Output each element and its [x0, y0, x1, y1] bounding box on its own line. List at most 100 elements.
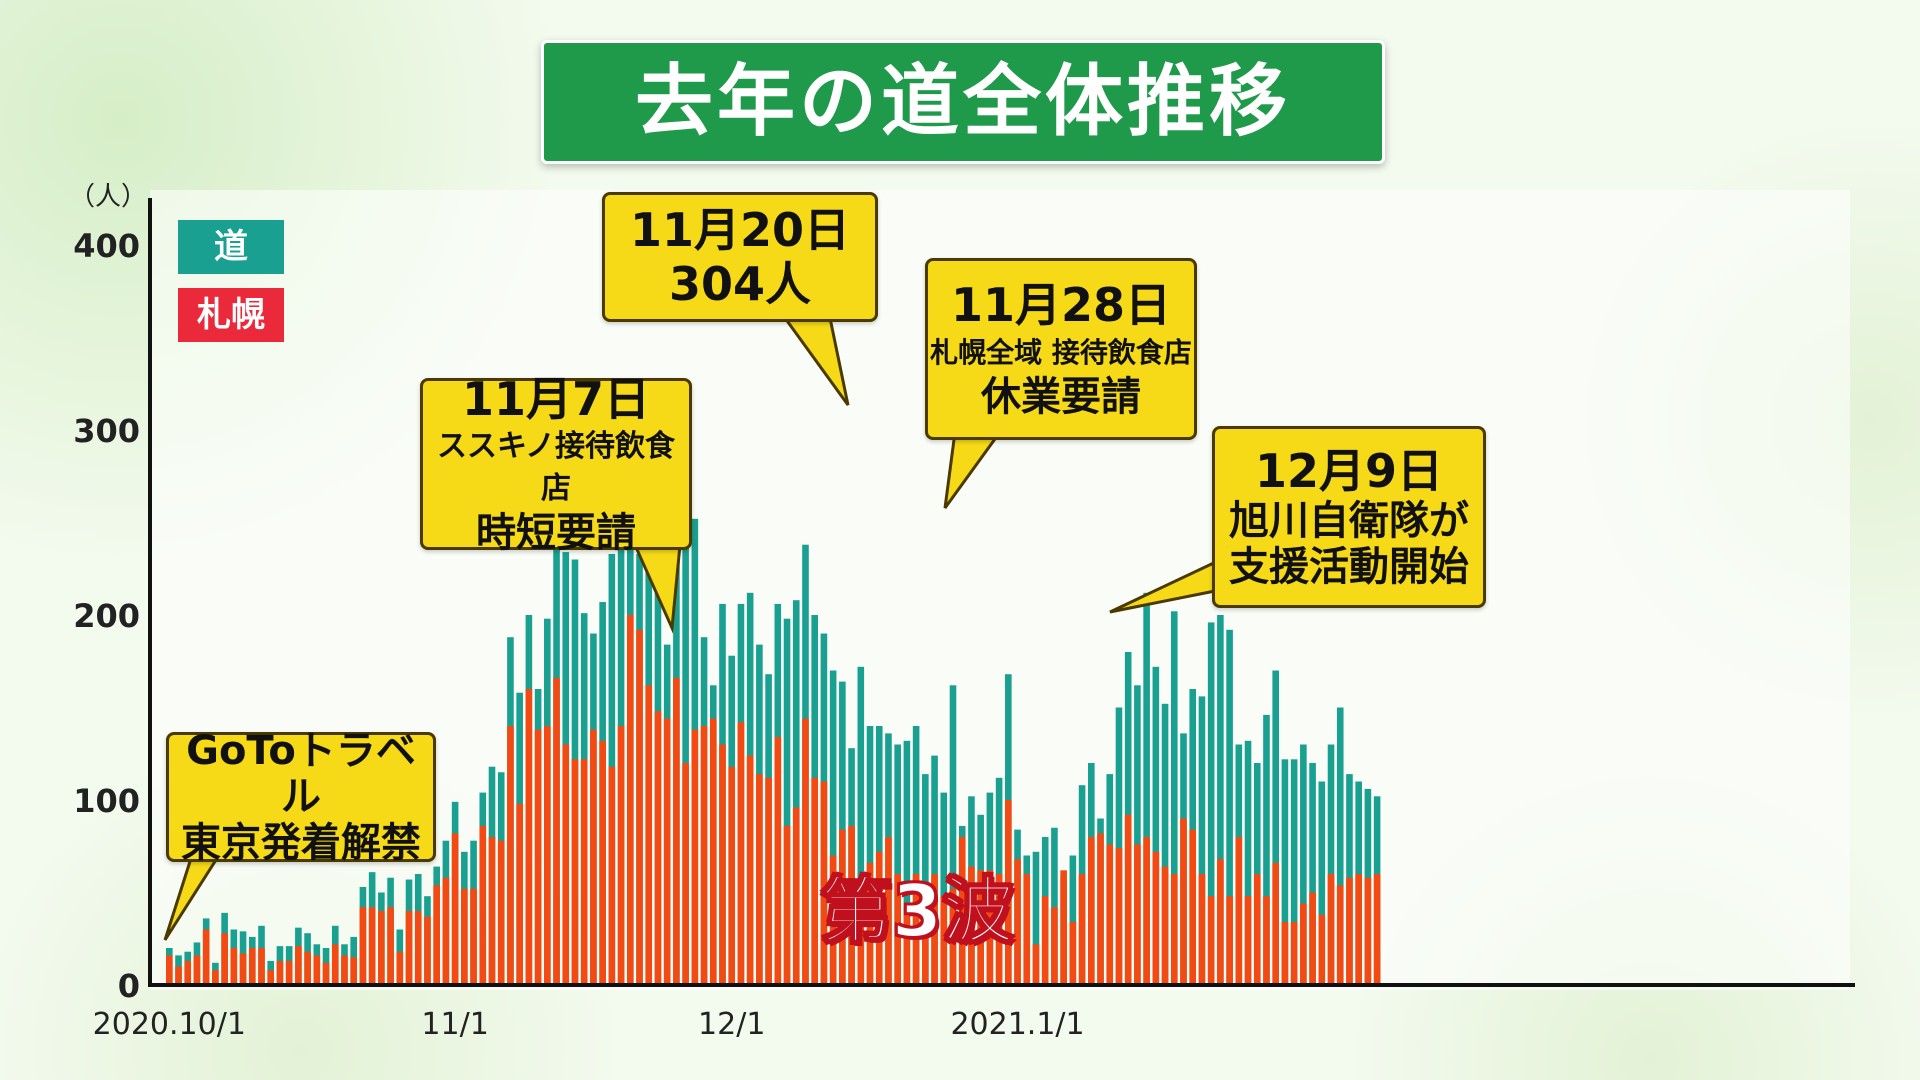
- callout-nov20-count: 304人: [668, 257, 812, 311]
- bar-dou-109: [1170, 611, 1178, 985]
- bar-sapporo-36: [497, 840, 505, 985]
- callout-goto: GoToトラベル 東京発着解禁: [166, 728, 436, 866]
- bar-sapporo-17: [322, 962, 330, 985]
- bar-sapporo-64: [756, 774, 763, 985]
- bar-sapporo-47: [599, 740, 606, 985]
- bar-dou-105: [1134, 685, 1141, 985]
- bar-sapporo-46: [590, 729, 597, 985]
- bar-sapporo-21: [359, 907, 367, 985]
- bar-dou-98: [1069, 855, 1077, 985]
- bar-sapporo-81: [912, 874, 920, 985]
- bar-sapporo-94: [1032, 944, 1040, 985]
- bar-dou-122: [1290, 759, 1298, 985]
- bar-sapporo-109: [1170, 874, 1178, 985]
- bar-sapporo-49: [617, 726, 625, 985]
- bar-sapporo-68: [792, 807, 800, 985]
- bar-sapporo-111: [1189, 829, 1197, 985]
- callout-nov7: 11月7日 ススキノ接待飲食店 時短要請: [420, 372, 692, 556]
- bar-sapporo-16: [313, 955, 321, 985]
- bar-sapporo-74: [848, 825, 855, 985]
- bar-sapporo-48: [608, 766, 616, 985]
- bar-sapporo-0: [166, 955, 173, 985]
- bar-sapporo-41: [544, 726, 551, 985]
- bar-sapporo-91: [1005, 800, 1012, 985]
- bar-sapporo-110: [1180, 818, 1187, 985]
- callout-nov7-date: 11月7日: [461, 372, 651, 426]
- bar-sapporo-30: [442, 877, 450, 985]
- bar-dou-94: [1032, 851, 1040, 985]
- bar-dou-123: [1300, 744, 1307, 985]
- bar-sapporo-118: [1253, 874, 1261, 985]
- bar-sapporo-112: [1198, 874, 1206, 985]
- bar-sapporo-28: [424, 916, 431, 985]
- bar-dou-81: [912, 726, 920, 985]
- callout-nov7-line2: ススキノ接待飲食店: [437, 429, 675, 506]
- bar-sapporo-85: [949, 888, 957, 985]
- bar-sapporo-54: [663, 718, 671, 985]
- bar-sapporo-79: [894, 874, 901, 985]
- bar-sapporo-102: [1106, 844, 1114, 985]
- bar-sapporo-105: [1134, 844, 1141, 985]
- bar-sapporo-121: [1281, 922, 1289, 985]
- legend-dou: 道: [178, 220, 284, 274]
- bar-sapporo-3: [193, 955, 201, 985]
- bar-sapporo-1: [175, 966, 182, 985]
- y-tick-label-200: 200: [73, 597, 140, 635]
- bar-dou-106: [1143, 592, 1150, 985]
- bar-sapporo-99: [1078, 874, 1086, 985]
- y-axis-unit: （人）: [69, 182, 147, 212]
- callout-dec9-line2: 旭川自衛隊が: [1229, 498, 1469, 544]
- bar-dou-83: [931, 755, 938, 985]
- callout-nov20: 11月20日 304人: [602, 192, 878, 322]
- bar-sapporo-61: [728, 766, 736, 985]
- bar-sapporo-38: [516, 803, 523, 985]
- bar-sapporo-33: [470, 888, 477, 985]
- bar-sapporo-26: [405, 911, 413, 985]
- bar-sapporo-96: [1051, 907, 1058, 985]
- bar-sapporo-80: [903, 911, 911, 985]
- bar-dou-72: [829, 670, 837, 985]
- callout-dec9-date: 12月9日: [1254, 444, 1444, 498]
- bar-sapporo-87: [968, 866, 975, 985]
- bar-sapporo-11: [267, 970, 275, 985]
- bar-sapporo-95: [1041, 896, 1049, 985]
- bar-sapporo-77: [875, 851, 883, 985]
- bar-sapporo-37: [507, 726, 514, 985]
- callout-nov20-date: 11月20日: [629, 203, 851, 257]
- bar-sapporo-8: [239, 953, 247, 985]
- bar-sapporo-104: [1124, 814, 1132, 985]
- bar-sapporo-15: [304, 951, 311, 985]
- bar-sapporo-44: [571, 759, 579, 985]
- bar-dou-68: [792, 600, 800, 985]
- callout-goto-line2: 東京発着解禁: [181, 820, 421, 866]
- bar-dou-113: [1207, 622, 1215, 985]
- bar-sapporo-69: [802, 718, 809, 985]
- bar-sapporo-92: [1014, 859, 1021, 985]
- bar-dou-76: [866, 726, 874, 985]
- bar-sapporo-76: [866, 862, 874, 985]
- y-tick-label-300: 300: [73, 412, 140, 450]
- bar-sapporo-23: [378, 911, 385, 985]
- bar-sapporo-7: [230, 948, 238, 985]
- x-tick-label-11/1: 11/1: [421, 1007, 488, 1042]
- bar-sapporo-89: [986, 870, 994, 985]
- bar-sapporo-24: [387, 907, 394, 985]
- bar-sapporo-123: [1300, 903, 1307, 985]
- bar-sapporo-58: [700, 726, 708, 985]
- bar-dou-84: [940, 792, 948, 985]
- bar-sapporo-130: [1364, 877, 1372, 985]
- bar-sapporo-50: [627, 615, 634, 985]
- bar-sapporo-72: [829, 855, 837, 985]
- bar-sapporo-116: [1235, 837, 1243, 985]
- bar-dou-96: [1051, 827, 1058, 985]
- bar-dou-119: [1263, 714, 1270, 985]
- legend-sapporo: 札幌: [178, 288, 284, 342]
- y-tick-label-400: 400: [73, 227, 140, 265]
- bar-dou-103: [1115, 707, 1123, 985]
- bar-sapporo-103: [1115, 848, 1123, 985]
- bar-dou-117: [1244, 740, 1252, 985]
- bar-sapporo-75: [857, 925, 865, 985]
- bar-sapporo-31: [451, 833, 459, 985]
- bar-dou-85: [949, 685, 957, 985]
- bar-dou-82: [922, 774, 929, 985]
